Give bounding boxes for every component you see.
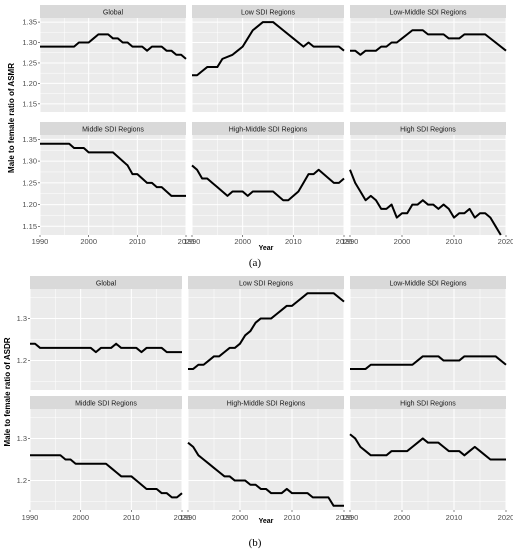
- panel-strip: [40, 5, 186, 18]
- y-tick-label: 1.15: [22, 222, 37, 231]
- x-tick-label: 1990: [22, 513, 39, 522]
- x-tick-label: 2000: [232, 513, 249, 522]
- x-tick-label: 2000: [394, 237, 411, 246]
- x-tick-label: 2000: [80, 237, 97, 246]
- x-tick-label: 2020: [498, 237, 513, 246]
- y-tick-label: 1.2: [17, 356, 27, 365]
- panel-b-3: Middle SDI Regions 1.2 1.3 1990 2000 2010 2020: [17, 396, 191, 522]
- panel-title: Global: [103, 10, 124, 17]
- panel-b-2: Low-Middle SDI Regions: [349, 276, 507, 390]
- series-line: [350, 29, 507, 56]
- panel-strip: [350, 276, 506, 289]
- x-tick-label: 1990: [180, 513, 197, 522]
- panel-strip: [350, 5, 506, 18]
- panel-strip: [30, 396, 182, 409]
- y-tick-label: 1.2: [17, 476, 27, 485]
- panel-b-1: Low SDI Regions: [187, 276, 345, 390]
- panel-strip: [30, 276, 182, 289]
- y-tick-label: 1.20: [22, 200, 37, 209]
- panel-a-3: Middle SDI Regions 1.15 1.20 1.25 1.30 1.35 19…: [22, 122, 194, 246]
- chart-a: Male to female ratio of ASMR Year Global 1.…: [7, 5, 513, 252]
- y-tick-label: 1.15: [22, 99, 37, 108]
- x-axis-title: Year: [259, 518, 274, 525]
- panel-strip: [350, 122, 506, 135]
- panel-title: Low SDI Regions: [239, 281, 294, 288]
- series-line: [192, 21, 345, 77]
- series-line: [349, 169, 502, 236]
- x-tick-label: 1990: [342, 237, 359, 246]
- series-line: [188, 292, 345, 370]
- x-tick-label: 2010: [284, 513, 301, 522]
- y-tick-label: 1.25: [22, 58, 37, 67]
- y-tick-label: 1.3: [17, 314, 27, 323]
- panel-title: Low SDI Regions: [241, 10, 296, 17]
- y-tick-label: 1.30: [22, 157, 37, 166]
- x-tick-label: 2010: [446, 237, 463, 246]
- panel-strip: [188, 396, 344, 409]
- panel-a-1: Low SDI Regions: [191, 5, 345, 112]
- panel-strip: [192, 122, 344, 135]
- x-axis-title: Year: [259, 245, 274, 252]
- y-axis-title: Male to female ratio of ASDR: [3, 337, 12, 446]
- y-tick-label: 1.3: [17, 434, 27, 443]
- series-line: [40, 33, 187, 60]
- y-tick-label: 1.20: [22, 79, 37, 88]
- figure-label-a: (a): [249, 257, 262, 269]
- panel-title: High-Middle SDI Regions: [229, 127, 308, 134]
- x-tick-label: 2020: [336, 237, 353, 246]
- panel-title: High SDI Regions: [400, 401, 456, 408]
- panel-title: Middle SDI Regions: [75, 401, 137, 408]
- panel-a-4: High-Middle SDI Regions 1990 2000 2010 2020: [184, 122, 353, 246]
- x-tick-label: 2000: [72, 513, 89, 522]
- series-line: [187, 441, 344, 507]
- y-tick-label: 1.30: [22, 38, 37, 47]
- series-line: [349, 433, 506, 461]
- series-line: [350, 355, 507, 370]
- x-tick-label: 2020: [178, 237, 195, 246]
- figure-label-b: (b): [249, 537, 262, 549]
- panel-b-4: High-Middle SDI Regions 1990 2000 2010 2020: [180, 396, 353, 522]
- series-line: [30, 454, 183, 499]
- series-line: [191, 164, 345, 202]
- y-tick-label: 1.35: [22, 135, 37, 144]
- x-tick-label: 1990: [32, 237, 49, 246]
- panel-a-5: High SDI Regions 1990 2000 2010 2020: [342, 122, 513, 246]
- x-tick-label: 2000: [394, 513, 411, 522]
- chart-b: Male to female ratio of ASDR Year Global 1.…: [3, 276, 513, 525]
- x-tick-label: 2020: [336, 513, 353, 522]
- x-tick-label: 1990: [184, 237, 201, 246]
- x-tick-label: 2010: [285, 237, 302, 246]
- panel-a-0: Global 1.15 1.20 1.25 1.30 1.35: [22, 5, 187, 112]
- panel-strip: [350, 396, 506, 409]
- panel-b-5: High SDI Regions 1990 2000 2010 2020: [342, 396, 513, 522]
- x-tick-label: 2000: [234, 237, 251, 246]
- x-tick-label: 1990: [342, 513, 359, 522]
- series-line: [30, 342, 182, 354]
- panel-strip: [40, 122, 186, 135]
- x-tick-label: 2010: [446, 513, 463, 522]
- panel-title: Low-Middle SDI Regions: [389, 10, 467, 17]
- panel-strip: [192, 5, 344, 18]
- panel-title: High-Middle SDI Regions: [227, 401, 306, 408]
- series-line: [40, 142, 186, 197]
- x-tick-label: 2010: [129, 237, 146, 246]
- x-tick-label: 2020: [174, 513, 191, 522]
- y-tick-label: 1.35: [22, 18, 37, 27]
- y-tick-label: 1.25: [22, 178, 37, 187]
- x-tick-label: 2020: [498, 513, 513, 522]
- panel-title: Low-Middle SDI Regions: [389, 281, 467, 288]
- panel-title: Middle SDI Regions: [82, 127, 144, 134]
- panel-title: High SDI Regions: [400, 127, 456, 134]
- panel-b-0: Global 1.2 1.3: [17, 276, 183, 390]
- x-tick-label: 2010: [123, 513, 140, 522]
- panel-strip: [188, 276, 344, 289]
- panel-title: Global: [96, 281, 117, 288]
- y-axis-title: Male to female ratio of ASMR: [7, 63, 16, 173]
- panel-a-2: Low-Middle SDI Regions: [349, 5, 507, 112]
